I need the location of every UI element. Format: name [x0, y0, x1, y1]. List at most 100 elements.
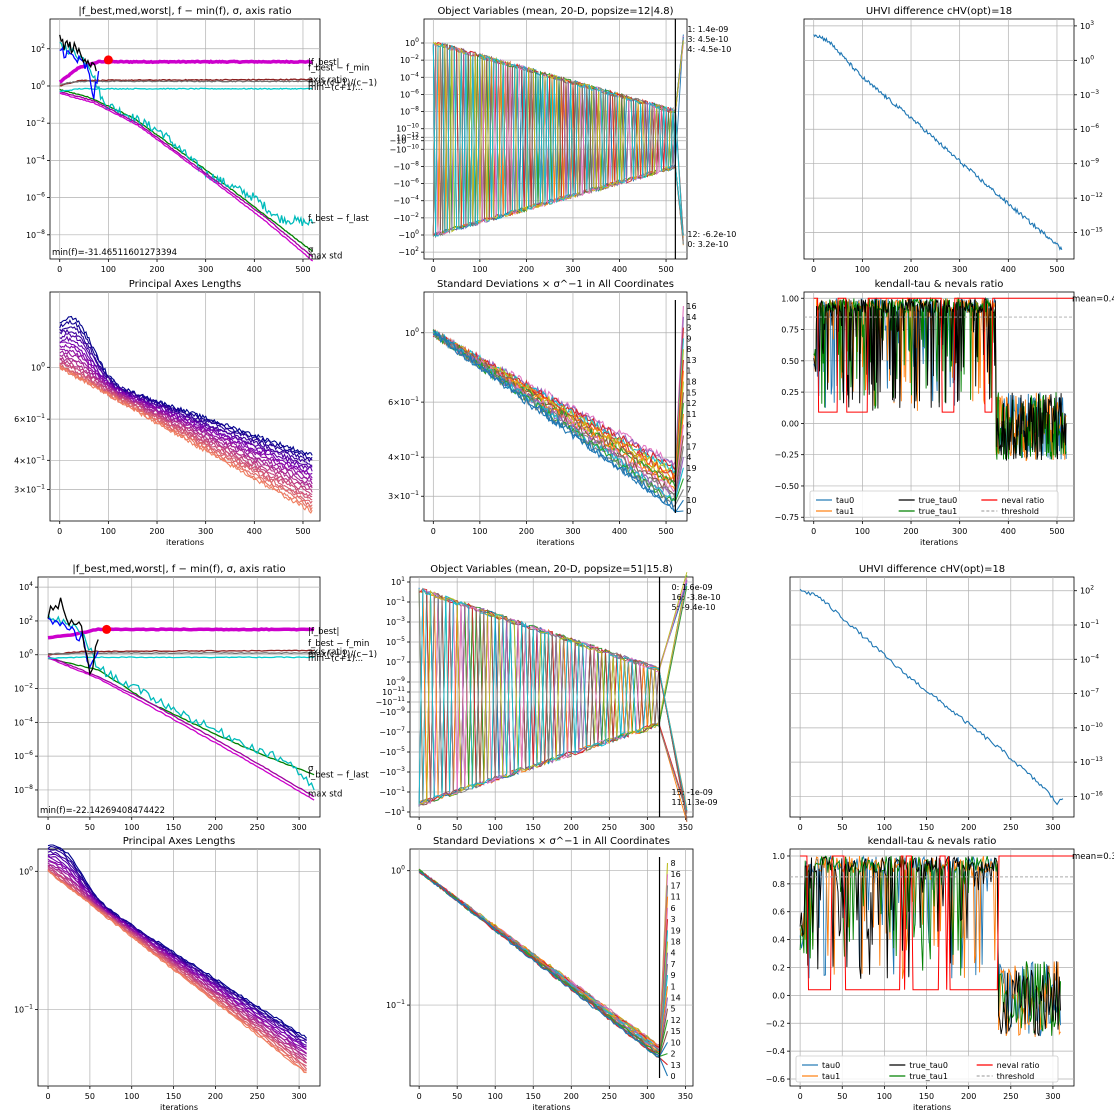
legend-box [809, 490, 1059, 518]
series-end-label: σ [308, 246, 314, 256]
mean-annotation: mean=0.4 [1072, 294, 1114, 304]
x-tick-label: 500 [295, 527, 310, 536]
y-tick-label: 10−2 [400, 54, 419, 65]
series-axisratio [59, 78, 313, 87]
axis-length-line [59, 364, 313, 508]
y-tick-label: 10−6 [14, 750, 33, 761]
y-tick-label: −100 [398, 229, 419, 240]
x-tick-label: 100 [101, 265, 116, 274]
y-tick-label: 100 [31, 80, 45, 91]
x-tick-label: 200 [519, 527, 534, 536]
legend-label: neval ratio [997, 1061, 1040, 1070]
x-tick-label: 50 [452, 1092, 462, 1101]
coordinate-index-label: 16 [671, 870, 681, 879]
x-tick-label: 100 [124, 823, 139, 832]
series-end-label: axis ratio [308, 75, 347, 85]
panel-top-x: Object Variables (mean, 20-D, popsize=12… [389, 6, 736, 274]
coordinate-index-label: 15 [686, 388, 696, 397]
y-tick-label: 4×10−1 [14, 454, 45, 465]
series-maxstd [59, 92, 314, 262]
coordinate-index-label: 11 [686, 410, 696, 419]
coordinate-index-label: 11 [671, 893, 681, 902]
y-tick-label: −10−10 [389, 143, 419, 154]
x-tick-label: 100 [877, 1092, 892, 1101]
y-tick-label: 10−15 [1080, 227, 1103, 238]
y-tick-label: 100 [1080, 54, 1094, 65]
series-fbestfmin [59, 88, 314, 253]
plot-frame [37, 576, 321, 818]
x-tick-label: 500 [1049, 527, 1064, 536]
y-tick-label: 10−12 [396, 131, 419, 142]
panel-title: kendall-tau & nevals ratio [875, 279, 1004, 290]
y-tick-label: 6×10−1 [14, 413, 45, 424]
legend-label: true_tau1 [909, 1072, 948, 1081]
y-tick-label: 0.0 [772, 991, 785, 1000]
x-tick-label: 0 [57, 527, 62, 536]
variable-end-label: 0: 3.2e-10 [687, 240, 728, 249]
panel-top-f: |f_best,med,worst|, f − min(f), σ, axis … [26, 6, 377, 274]
variable-line [432, 43, 684, 236]
x-tick-label: 250 [250, 823, 265, 832]
coordinate-index-label: 3 [686, 324, 691, 333]
x-axis-label: iterations [160, 1103, 198, 1112]
coordinate-index-label: 17 [686, 442, 696, 451]
x-tick-label: 150 [166, 1092, 181, 1101]
variable-end-label: 15: -1e-09 [672, 788, 713, 797]
panel-top-axes: Principal Axes Lengths iterations 0 100 200 3… [14, 279, 321, 547]
y-tick-label: 10−2 [14, 683, 33, 694]
series-black [59, 34, 97, 72]
x-tick-label: 400 [247, 527, 262, 536]
variable-line [418, 587, 688, 811]
coordinate-index-label: 15 [671, 1027, 681, 1036]
x-tick-label: 300 [1045, 823, 1060, 832]
plot-frame [49, 291, 321, 522]
y-tick-label: 1.00 [781, 294, 799, 303]
panel-title: Principal Axes Lengths [129, 279, 242, 290]
panel-title: UHVI difference cHV(opt)=18 [859, 564, 1005, 575]
y-tick-label: 100 [19, 649, 33, 660]
x-tick-label: 50 [837, 823, 847, 832]
panel-top-hv: UHVI difference cHV(opt)=18 0 100 200 300 400… [803, 6, 1103, 274]
uhvi-line [799, 588, 1064, 806]
y-tick-label: −101 [384, 806, 405, 817]
axis-length-line [59, 365, 313, 505]
y-tick-label: −10−12 [389, 135, 419, 146]
series-end-label: f_best − f_min [308, 63, 369, 73]
y-tick-label: 10−4 [1080, 653, 1099, 664]
y-tick-label: −0.4 [766, 1047, 785, 1056]
x-tick-label: 250 [250, 1092, 265, 1101]
coordinate-index-label: 6 [671, 904, 676, 913]
legend-label: tau1 [836, 507, 854, 516]
x-tick-label: 400 [612, 527, 627, 536]
coordinate-index-label: 3 [671, 915, 676, 924]
panel-title: Standard Deviations × σ^−1 in All Coordi… [433, 836, 670, 847]
x-axis-label: iterations [166, 538, 204, 547]
y-tick-label: 10−9 [1080, 158, 1099, 169]
panel-bot-kendall: kendall-tau & nevals ratio iterations 0 50 1… [766, 836, 1114, 1112]
axis-length-line [47, 868, 307, 1064]
coordinate-std-line [418, 871, 669, 1077]
x-tick-label: 150 [166, 823, 181, 832]
coordinate-std-line [418, 869, 669, 1049]
y-tick-label: 10−8 [400, 106, 419, 117]
legend-label: threshold [1001, 507, 1039, 516]
x-tick-label: 0 [45, 1092, 50, 1101]
x-tick-label: 0 [57, 265, 62, 274]
x-tick-label: 300 [565, 265, 580, 274]
y-tick-label: 0.4 [772, 936, 785, 945]
series-end-label: |f_best| [308, 58, 339, 68]
panel-top-std: Standard Deviations × σ^−1 in All Coordi… [388, 279, 696, 547]
series-maxstd [47, 657, 315, 801]
panel-bot-axes: Principal Axes Lengths iterations 0 50 100 15… [14, 836, 321, 1112]
best-marker [103, 55, 113, 65]
y-tick-label: 10−13 [1080, 756, 1103, 767]
series-minc [47, 656, 315, 660]
x-tick-label: 300 [952, 527, 967, 536]
coordinate-index-label: 19 [671, 926, 681, 935]
series- [47, 655, 315, 798]
coordinate-index-label: 5 [671, 1005, 676, 1014]
y-tick-label: 103 [1080, 20, 1094, 31]
legend: tau0 tau1 true_tau0 true_tau1 neval ratio thr… [809, 490, 1059, 518]
plot-frame [423, 291, 688, 522]
x-tick-label: 500 [658, 527, 673, 536]
